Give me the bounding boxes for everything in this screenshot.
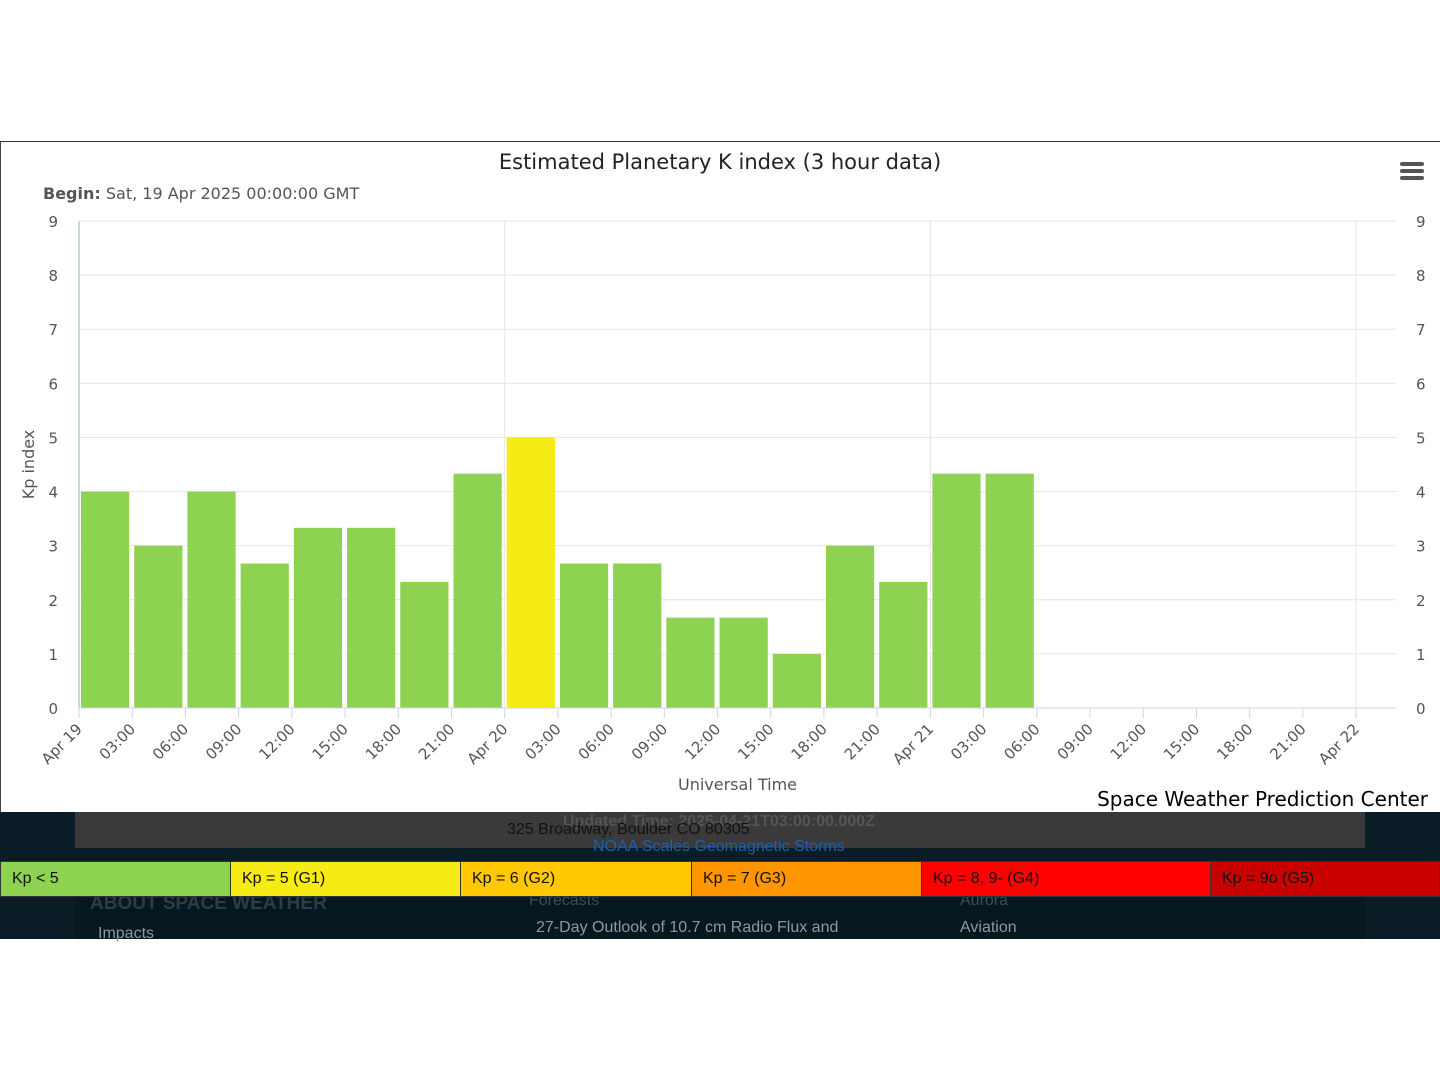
kp-bar[interactable] — [772, 653, 821, 708]
begin-label: Begin: — [43, 184, 101, 203]
kp-bar[interactable] — [134, 545, 183, 708]
kp-bar[interactable] — [293, 527, 343, 708]
kp-bar[interactable] — [400, 581, 449, 708]
outlook-link[interactable]: 27-Day Outlook of 10.7 cm Radio Flux and — [536, 919, 839, 936]
kp-bar[interactable] — [613, 563, 662, 708]
kp-legend: Kp < 5 Kp = 5 (G1) Kp = 6 (G2) Kp = 7 (G3) K… — [0, 861, 1440, 897]
x-tick-label: Apr 21 — [889, 720, 937, 768]
x-tick-label: 09:00 — [1054, 720, 1097, 763]
legend-item: Kp = 9o (G5) — [1210, 861, 1440, 897]
y-tick-label-left: 6 — [48, 375, 58, 393]
y-tick-label-right: 6 — [1416, 375, 1426, 393]
x-tick-label: 09:00 — [628, 720, 671, 763]
y-axis-title: Kp index — [19, 430, 38, 500]
legend-item: Kp < 5 — [0, 861, 230, 897]
kp-bar[interactable] — [985, 473, 1034, 708]
begin-subtitle: Begin: Sat, 19 Apr 2025 00:00:00 GMT — [43, 184, 359, 203]
y-tick-label-left: 7 — [48, 321, 58, 339]
begin-value: Sat, 19 Apr 2025 00:00:00 GMT — [105, 184, 360, 203]
x-tick-label: 18:00 — [787, 720, 830, 763]
x-tick-label: 15:00 — [1160, 720, 1203, 763]
x-tick-label: 06:00 — [575, 720, 618, 763]
aviation-link[interactable]: Aviation — [960, 919, 1017, 936]
y-tick-label-right: 1 — [1416, 646, 1426, 664]
impacts-link[interactable]: Impacts — [98, 925, 155, 942]
y-tick-label-right: 0 — [1416, 700, 1426, 718]
x-tick-label: 15:00 — [309, 720, 352, 763]
y-tick-label-right: 4 — [1416, 484, 1426, 502]
kp-bar[interactable] — [453, 473, 502, 708]
x-tick-label: 06:00 — [1000, 720, 1043, 763]
kp-bar[interactable] — [719, 617, 768, 708]
y-tick-label-right: 7 — [1416, 321, 1426, 339]
address: 325 Broadway, Boulder CO 80305 — [507, 821, 750, 838]
footer-panel-bottom — [75, 898, 1365, 939]
kp-bar[interactable] — [81, 491, 130, 708]
x-tick-label: 03:00 — [947, 720, 990, 763]
x-tick-label: 18:00 — [362, 720, 405, 763]
x-axis-title: Universal Time — [678, 775, 797, 794]
y-tick-label-left: 2 — [48, 592, 58, 610]
legend-item: Kp = 7 (G3) — [691, 861, 921, 897]
y-tick-label-left: 4 — [48, 484, 58, 502]
x-tick-label: 21:00 — [415, 720, 458, 763]
footer-panel — [75, 812, 1365, 848]
y-tick-label-left: 0 — [48, 700, 58, 718]
spwc-credit: Space Weather Prediction Center — [1097, 787, 1428, 811]
kp-bar[interactable] — [825, 545, 875, 708]
updated-time: Updated Time: 2025-04-21T03:00:00.000Z — [563, 813, 875, 830]
x-tick-label: Apr 22 — [1315, 720, 1363, 768]
x-tick-label: 06:00 — [149, 720, 192, 763]
x-tick-label: 12:00 — [255, 720, 298, 763]
kp-bar[interactable] — [240, 563, 289, 708]
x-tick-label: 03:00 — [521, 720, 564, 763]
kp-bar[interactable] — [347, 527, 396, 708]
x-tick-label: 18:00 — [1213, 720, 1256, 763]
y-tick-label-left: 3 — [48, 538, 58, 556]
legend-item: Kp = 5 (G1) — [230, 861, 460, 897]
bar-layer — [81, 437, 1034, 708]
legend-item: Kp = 8, 9- (G4) — [921, 861, 1210, 897]
y-tick-label-right: 5 — [1416, 429, 1426, 447]
y-tick-label-right: 3 — [1416, 538, 1426, 556]
kp-bar[interactable] — [932, 473, 981, 708]
kp-bar[interactable] — [506, 437, 555, 708]
about-space-weather-heading: ABOUT SPACE WEATHER — [90, 893, 327, 914]
kp-bar[interactable] — [559, 563, 609, 708]
chart-title: Estimated Planetary K index (3 hour data… — [498, 150, 942, 174]
y-tick-label-left: 9 — [48, 213, 58, 231]
x-tick-label: 03:00 — [96, 720, 139, 763]
noaa-scales-link[interactable]: NOAA Scales Geomagnetic Storms — [593, 838, 845, 855]
x-tick-label: Apr 20 — [464, 720, 512, 768]
y-tick-label-left: 1 — [48, 646, 58, 664]
y-tick-label-left: 8 — [48, 267, 58, 285]
x-tick-label: Apr 19 — [38, 720, 86, 768]
kp-bar[interactable] — [879, 581, 928, 708]
x-tick-label: 21:00 — [841, 720, 884, 763]
x-tick-label: 12:00 — [681, 720, 724, 763]
y-tick-label-right: 9 — [1416, 213, 1426, 231]
y-tick-label-right: 8 — [1416, 267, 1426, 285]
x-tick-label: 12:00 — [1107, 720, 1150, 763]
x-tick-label: 21:00 — [1266, 720, 1309, 763]
x-tick-label: 09:00 — [202, 720, 245, 763]
kp-bar[interactable] — [187, 491, 236, 708]
x-tick-label: 15:00 — [734, 720, 777, 763]
kp-bar[interactable] — [666, 617, 715, 708]
y-tick-label-right: 2 — [1416, 592, 1426, 610]
legend-item: Kp = 6 (G2) — [460, 861, 691, 897]
hamburger-menu-icon[interactable] — [1400, 162, 1424, 182]
y-tick-label-left: 5 — [48, 429, 58, 447]
